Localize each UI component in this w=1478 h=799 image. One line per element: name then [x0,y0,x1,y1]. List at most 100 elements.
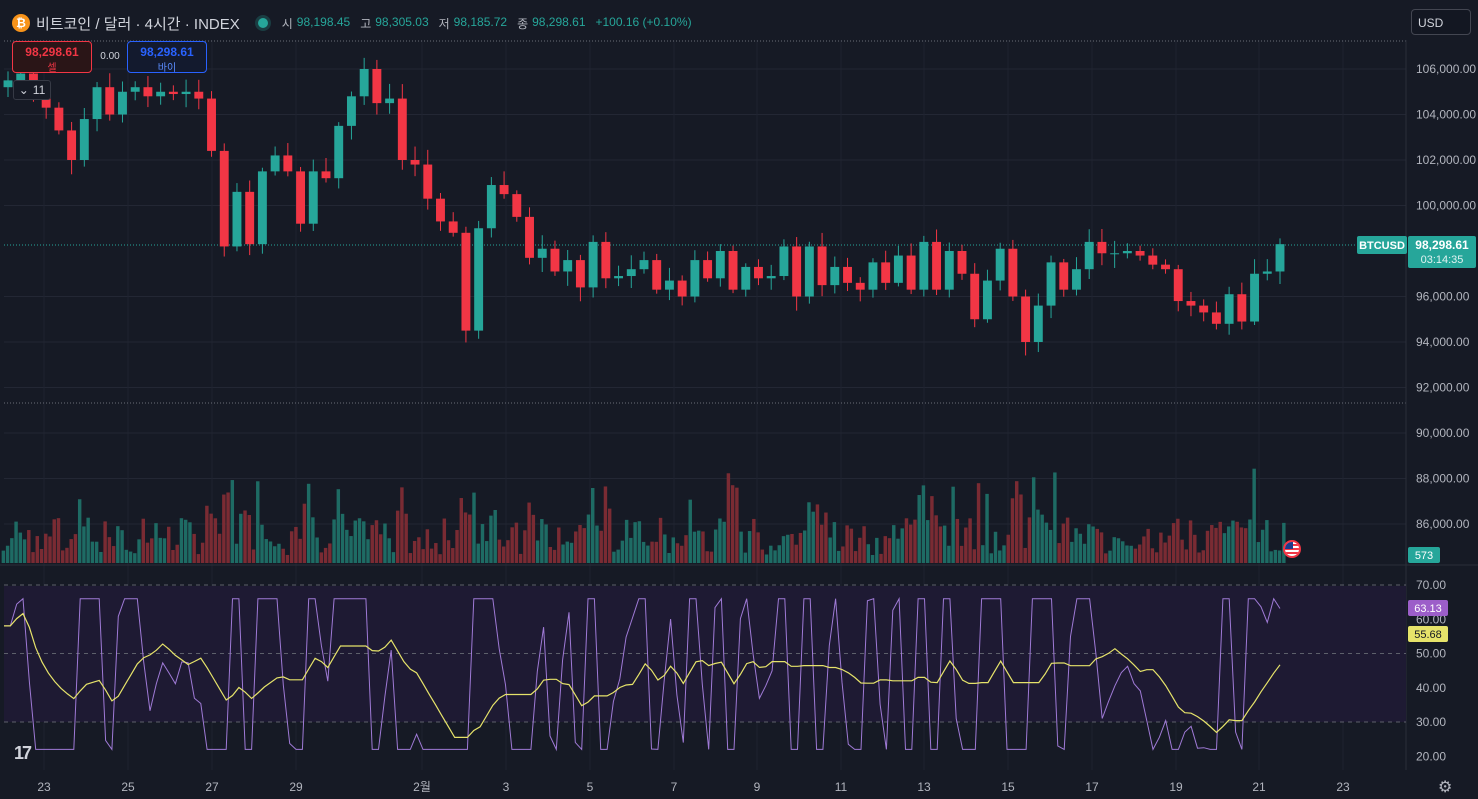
time-axis-label: 21 [1252,780,1266,794]
volume-bar [654,541,659,563]
candle [67,130,77,160]
candle [448,221,458,233]
volume-bar [1121,541,1125,563]
volume-bar [807,502,811,563]
volume-bar [947,545,951,563]
candle [1237,294,1247,322]
candle [423,164,433,199]
volume-bar [52,519,56,563]
symbol-title[interactable]: 비트코인 / 달러 · 4시간 · INDEX [36,15,240,33]
volume-bar [518,553,523,563]
volume-value: 573 [1415,550,1433,562]
volume-bar [790,533,794,563]
volume-bar [892,525,896,563]
candle [499,185,509,195]
volume-bar [1252,468,1256,563]
price-axis-label: 106,000.00 [1416,62,1476,76]
volume-bar [1197,552,1201,563]
volume-bar [743,552,748,563]
time-axis[interactable]: 23 25 27 29 2월 3 5 7 9 11 13 15 17 19 21 23 [37,780,1350,794]
indicator-toggle-button[interactable]: ⌄ 11 [13,80,51,100]
volume-bar [1057,543,1061,563]
volume-bar [264,539,268,563]
candle [474,228,484,331]
candle [270,155,280,172]
volume-bar [86,517,90,563]
volume-bar [561,544,565,563]
volume-bar [434,543,438,563]
volume-bar [1036,509,1040,563]
volume-bar [569,542,574,563]
volume-bar [595,525,599,563]
volume-bar [1019,494,1023,563]
candle [54,107,64,131]
volume-bar [315,537,319,563]
candle [741,266,751,290]
volume-bar [319,552,324,563]
volume-bar [781,536,786,563]
volume-bar [345,529,349,563]
price-axis[interactable]: 106,000.00 104,000.00 102,000.00 100,000.00… [1416,62,1476,763]
candle [728,251,738,290]
candle [779,246,789,277]
candle [168,91,178,95]
candle [1186,301,1196,306]
volume-bar [167,526,171,563]
sell-button[interactable]: 98,298.61 셀 [12,41,92,74]
candle [1211,312,1221,324]
rsi-axis-label: 20.00 [1416,749,1446,763]
volume-bar [217,533,222,563]
us-flag-icon[interactable] [1283,540,1301,558]
volume-bar [675,543,680,563]
volume-bar [913,519,917,563]
rsi-line [4,596,1281,752]
candle [1110,253,1120,255]
candle [982,280,992,320]
currency-select[interactable]: USD [1411,9,1471,35]
volume-bar [285,554,290,563]
candlesticks [3,57,1285,356]
volume-bars [1,468,1286,563]
volume-bar [31,552,35,563]
candle [664,280,674,290]
volume-bar [1065,517,1070,563]
volume-bar [196,554,201,563]
tradingview-logo-icon[interactable]: 17 [14,743,32,763]
candle [1122,251,1132,254]
volume-bar [862,526,866,563]
candle [1199,305,1209,313]
candle [296,171,306,224]
volume-bar [408,553,413,563]
volume-bar [1176,518,1180,563]
volume-bar [476,543,480,563]
candle [525,216,534,258]
volume-bar [917,495,921,563]
volume-bar [667,553,671,563]
buy-button[interactable]: 98,298.61 바이 [127,41,207,74]
time-axis-label: 25 [121,780,135,794]
volume-bar [1078,533,1083,563]
candle [1021,296,1031,342]
candle [1250,273,1260,322]
candle [1084,241,1094,270]
volume-bar [998,550,1002,563]
volume-bar [137,539,141,563]
gear-icon[interactable]: ⚙ [1438,779,1453,796]
volume-bar [188,522,192,563]
candle [1008,248,1018,297]
volume-bar [213,518,218,563]
volume-bar [1116,538,1121,563]
volume-bar [713,529,718,563]
volume-bar [1015,481,1019,563]
volume-bar [1125,545,1129,563]
volume-bar [578,524,582,563]
volume-bar [1150,548,1155,563]
volume-bar [777,545,781,563]
candle [321,171,331,179]
candle [639,260,649,270]
volume-bar [1184,549,1189,563]
volume-bar [1053,472,1057,563]
candle [143,87,153,97]
candle [410,160,420,165]
